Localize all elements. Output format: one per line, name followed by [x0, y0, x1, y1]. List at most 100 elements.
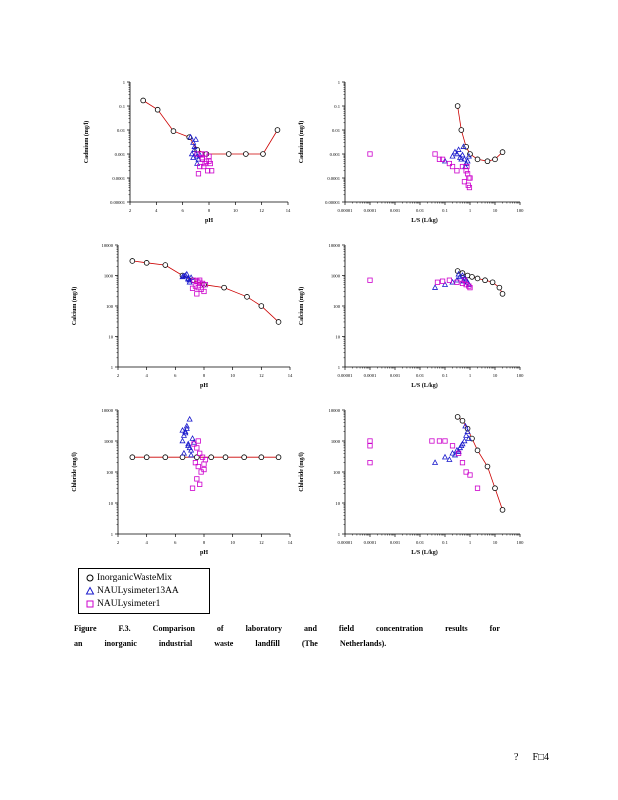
y-tick-label: 100: [333, 470, 341, 475]
data-point-square: [467, 175, 473, 181]
x-tick-label: 0.1: [442, 208, 448, 213]
data-point-circle: [469, 274, 475, 280]
data-point-triangle: [191, 143, 198, 149]
data-point-square: [466, 184, 473, 191]
data-point-triangle: [185, 440, 192, 447]
data-point-circle: [499, 149, 506, 155]
x-tick-label: 0.01: [416, 540, 425, 545]
caption-word: (The: [301, 639, 318, 648]
legend: InorganicWasteMix NAULysimeter13AA NAULy…: [78, 568, 210, 614]
data-point-circle: [454, 414, 461, 420]
legend-label: NAULysimeter1: [97, 599, 161, 609]
x-tick-label: 0.01: [416, 373, 425, 378]
y-axis-title: Chloride (mg/l): [298, 452, 305, 492]
data-point-triangle: [459, 151, 466, 158]
x-tick-label: 0.1: [442, 540, 448, 545]
x-tick-label: 2: [117, 540, 120, 545]
data-point-triangle: [187, 133, 194, 140]
data-point-square: [194, 151, 200, 157]
y-tick-label: 1000: [331, 274, 341, 279]
data-point-circle: [222, 454, 229, 461]
data-point-circle: [463, 143, 469, 150]
data-point-triangle: [451, 148, 459, 155]
y-tick-label: 1: [338, 532, 341, 537]
legend-label: InorganicWasteMix: [97, 573, 173, 583]
x-tick-label: 100: [517, 208, 525, 213]
data-point-circle: [496, 284, 503, 291]
data-point-circle: [170, 128, 177, 134]
data-point-circle: [143, 454, 150, 461]
data-point-circle: [275, 319, 282, 325]
x-tick-label: 0.00001: [338, 208, 354, 213]
data-point-square: [466, 283, 472, 289]
data-point-square: [436, 156, 443, 162]
x-tick-label: 2: [129, 208, 132, 213]
data-point-triangle: [185, 442, 192, 449]
data-point-square: [432, 151, 438, 157]
x-tick-label: 2: [117, 373, 120, 378]
data-point-square: [467, 472, 473, 478]
data-point-square: [191, 277, 197, 283]
data-point-square: [194, 476, 200, 482]
x-tick-label: 14: [288, 373, 293, 378]
y-tick-label: 1000: [331, 439, 341, 444]
caption-word: Figure: [74, 624, 97, 633]
y-tick-label: 0.01: [117, 128, 126, 133]
data-point-triangle: [194, 160, 201, 166]
data-point-triangle: [465, 435, 472, 441]
data-point-triangle: [441, 281, 449, 287]
data-point-square: [205, 168, 211, 174]
data-point-triangle: [180, 449, 188, 456]
data-point-square: [192, 460, 198, 466]
data-point-triangle: [186, 278, 193, 285]
x-tick-label: 1: [469, 540, 472, 545]
x-tick-label: 0.001: [390, 208, 401, 213]
data-point-circle: [492, 156, 498, 163]
data-point-triangle: [446, 456, 453, 462]
x-tick-label: 100: [517, 540, 525, 545]
data-point-square: [367, 277, 373, 283]
x-axis-title: L/S (L/kg): [411, 549, 438, 556]
data-point-triangle: [461, 155, 468, 162]
data-point-square: [201, 163, 207, 170]
data-point-triangle: [190, 139, 197, 145]
y-tick-label: 1: [111, 532, 114, 537]
caption-word: an: [74, 639, 83, 648]
data-point-square: [202, 282, 209, 288]
x-tick-label: 14: [288, 540, 293, 545]
data-point-circle: [225, 151, 232, 157]
data-point-square: [197, 481, 203, 487]
x-tick-label: 12: [259, 373, 264, 378]
data-point-square: [474, 485, 481, 491]
data-point-triangle: [460, 143, 467, 149]
data-point-square: [446, 277, 453, 283]
data-point-square: [464, 163, 470, 170]
data-point-circle: [241, 454, 247, 461]
y-tick-label: 1000: [104, 439, 114, 444]
data-point-square: [195, 463, 201, 470]
y-tick-label: 0.0001: [327, 176, 340, 181]
data-point-square: [197, 277, 203, 283]
y-tick-label: 0.1: [334, 104, 340, 109]
data-point-square: [439, 156, 446, 162]
x-tick-label: 1: [469, 208, 472, 213]
x-tick-label: 6: [174, 373, 177, 378]
y-axis-title: Chloride (mg/l): [71, 452, 78, 492]
data-point-circle: [482, 277, 488, 284]
data-point-circle: [201, 281, 207, 288]
x-axis-title: L/S (L/kg): [411, 217, 438, 224]
x-tick-label: 8: [208, 208, 211, 213]
x-tick-label: 12: [259, 208, 264, 213]
data-point-triangle: [192, 136, 199, 142]
x-tick-label: 0.0001: [364, 208, 377, 213]
data-point-square: [466, 175, 472, 181]
data-point-square: [201, 461, 207, 467]
data-point-square: [194, 291, 200, 297]
x-tick-label: 6: [174, 540, 177, 545]
data-point-circle: [459, 417, 466, 424]
data-point-triangle: [188, 274, 195, 280]
data-point-circle: [258, 454, 265, 461]
y-tick-label: 100: [106, 304, 114, 309]
data-point-square: [436, 438, 443, 444]
